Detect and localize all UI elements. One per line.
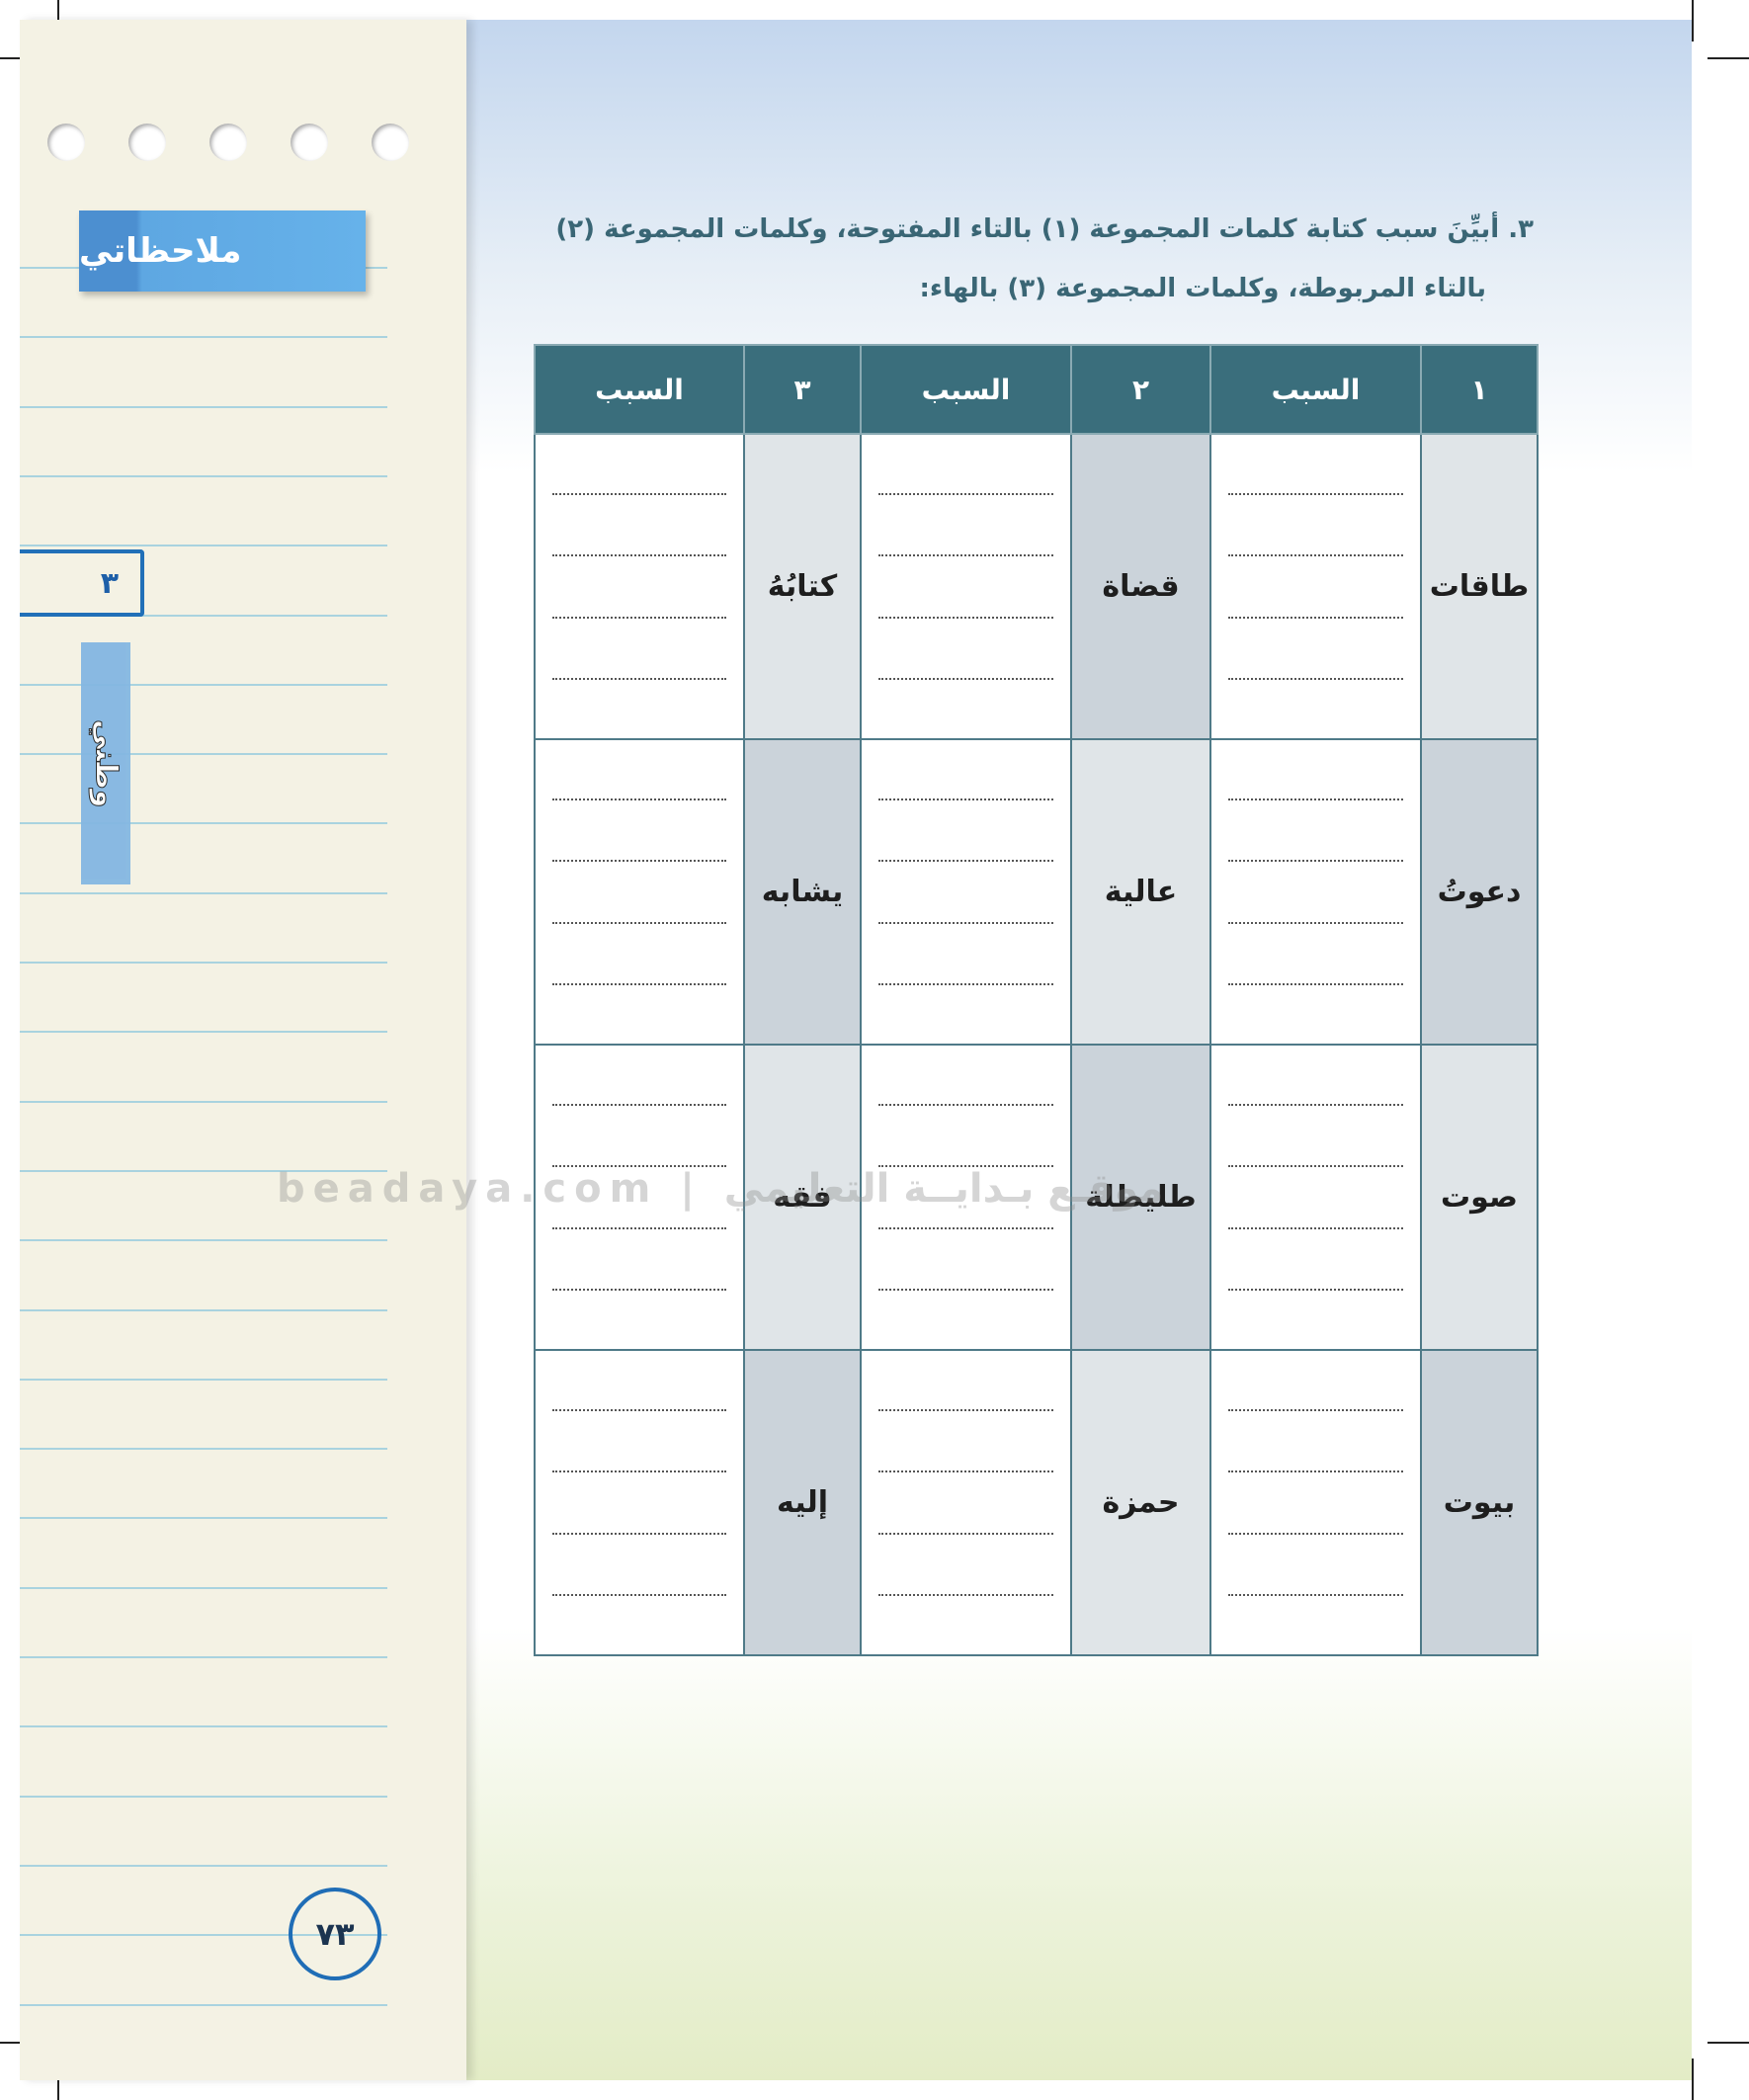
reason-answer-cell[interactable]	[860, 1349, 1072, 1656]
reason-answer-cell[interactable]	[860, 738, 1072, 1046]
question-line-2: بالتاء المربوطة، وكلمات المجموعة (٣) بال…	[919, 274, 1486, 303]
notebook-rule	[20, 1795, 387, 1798]
notebook-rule	[20, 336, 387, 339]
reason-answer-cell[interactable]	[1209, 738, 1422, 1046]
dotted-answer-lines[interactable]	[1212, 769, 1419, 1016]
reason-answer-cell[interactable]	[1209, 1044, 1422, 1351]
notebook-rule	[20, 1239, 387, 1242]
table-row: طاقات قضاة كتابُهُ	[534, 433, 1539, 740]
watermark: beadaya.com | موقـع بـدايــة التعليمي	[277, 1166, 1164, 1212]
notebook-rule	[20, 1031, 387, 1034]
notebook-rule	[20, 683, 387, 686]
dotted-answer-lines[interactable]	[1212, 463, 1419, 711]
crop-mark	[1692, 0, 1694, 42]
notebook-rule	[20, 753, 387, 756]
header-group-1: ١	[1420, 344, 1539, 435]
notebook-rule	[20, 1934, 387, 1937]
page-number: ٧٣	[289, 1888, 381, 1980]
reason-answer-cell[interactable]	[1209, 433, 1422, 740]
word-cell-group-3: إليه	[743, 1349, 862, 1656]
reason-answer-cell[interactable]	[534, 738, 745, 1046]
word-cell-group-1: صوت	[1420, 1044, 1539, 1351]
crop-mark	[1707, 57, 1749, 59]
dotted-answer-lines[interactable]	[863, 769, 1069, 1016]
dotted-answer-lines[interactable]	[537, 463, 742, 711]
header-group-2: ٢	[1070, 344, 1211, 435]
table-row: بيوت حمزة إليه	[534, 1349, 1539, 1656]
reason-answer-cell[interactable]	[534, 433, 745, 740]
reason-answer-cell[interactable]	[534, 1349, 745, 1656]
word-cell-group-1: بيوت	[1420, 1349, 1539, 1656]
answer-table: ١ السبب ٢ السبب ٣ السبب طاقات قضاة كتابُهُ…	[534, 344, 1539, 1656]
header-reason-3: السبب	[534, 344, 745, 435]
notebook-rule	[20, 962, 387, 964]
dotted-answer-lines[interactable]	[863, 1380, 1069, 1627]
notebook-rule	[20, 405, 387, 408]
notebook-rule	[20, 1517, 387, 1520]
reason-answer-cell[interactable]	[860, 1044, 1072, 1351]
crop-mark	[1692, 2058, 1694, 2100]
word-cell-group-1: طاقات	[1420, 433, 1539, 740]
header-reason-2: السبب	[860, 344, 1072, 435]
dotted-answer-lines[interactable]	[863, 1074, 1069, 1321]
dotted-answer-lines[interactable]	[1212, 1380, 1419, 1627]
notebook-rule	[20, 614, 387, 617]
reason-answer-cell[interactable]	[534, 1044, 745, 1351]
notebook-rule	[20, 545, 387, 547]
notebook-rule	[20, 1100, 387, 1103]
dotted-answer-lines[interactable]	[537, 1380, 742, 1627]
dotted-answer-lines[interactable]	[537, 769, 742, 1016]
dotted-answer-lines[interactable]	[537, 1074, 742, 1321]
reason-answer-cell[interactable]	[860, 433, 1072, 740]
notebook-rule	[20, 1308, 387, 1311]
word-cell-group-3: فقه	[743, 1044, 862, 1351]
crop-mark	[1707, 2042, 1749, 2044]
word-cell-group-2: قضاة	[1070, 433, 1211, 740]
table-row: صوت طليطلة فقه	[534, 1044, 1539, 1351]
unit-number: ٣	[20, 549, 144, 617]
dotted-answer-lines[interactable]	[863, 463, 1069, 711]
question-line-1: ٣. أبيِّنَ سبب كتابة كلمات المجموعة (١) …	[555, 214, 1534, 244]
notes-label: ملاحظاتي	[79, 210, 366, 292]
notebook-rule	[20, 1378, 387, 1381]
binder-hole-icon	[291, 124, 328, 161]
word-cell-group-3: يشابه	[743, 738, 862, 1046]
word-cell-group-2: طليطلة	[1070, 1044, 1211, 1351]
notes-sidebar	[20, 20, 466, 2080]
word-cell-group-2: حمزة	[1070, 1349, 1211, 1656]
notebook-rule	[20, 1448, 387, 1451]
reason-answer-cell[interactable]	[1209, 1349, 1422, 1656]
binder-hole-icon	[47, 124, 85, 161]
notebook-rule	[20, 474, 387, 477]
notebook-rule	[20, 822, 387, 825]
binder-hole-icon	[209, 124, 247, 161]
binder-hole-icon	[372, 124, 409, 161]
notebook-rule	[20, 2003, 387, 2006]
notebook-rule	[20, 1864, 387, 1867]
header-group-3: ٣	[743, 344, 862, 435]
word-cell-group-3: كتابُهُ	[743, 433, 862, 740]
notebook-rule	[20, 1656, 387, 1658]
notebook-rule	[20, 1725, 387, 1728]
table-row: دعوتُ عالية يشابه	[534, 738, 1539, 1046]
binder-hole-icon	[128, 124, 166, 161]
word-cell-group-2: عالية	[1070, 738, 1211, 1046]
dotted-answer-lines[interactable]	[1212, 1074, 1419, 1321]
word-cell-group-1: دعوتُ	[1420, 738, 1539, 1046]
unit-title: وطني	[88, 718, 124, 808]
header-reason-1: السبب	[1209, 344, 1422, 435]
notebook-rule	[20, 1586, 387, 1589]
notebook-rule	[20, 1169, 387, 1172]
unit-title-tape: وطني	[81, 642, 130, 884]
notebook-rule	[20, 891, 387, 894]
